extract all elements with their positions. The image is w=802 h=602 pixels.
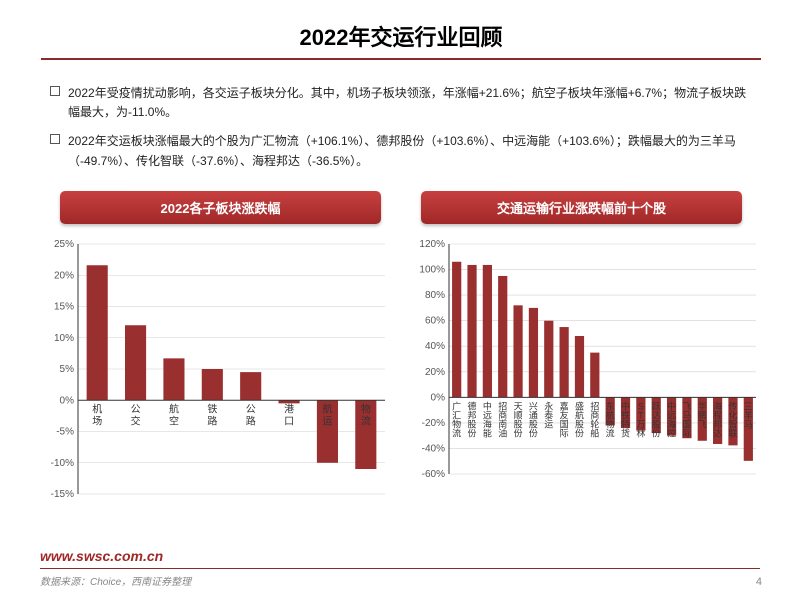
footer-source: 数据来源：Choice，西南证券整理 [40, 573, 760, 588]
svg-text:0%: 0% [431, 392, 446, 403]
chart2-container: -60% -40% -20% 0% 20% 40% 60% 80% 100% 120% 广汇物流德邦… [411, 234, 762, 534]
page-number: 4 [756, 576, 762, 588]
svg-text:华鹏飞: 华鹏飞 [698, 400, 707, 429]
svg-text:120%: 120% [419, 239, 445, 250]
svg-text:传化智联: 传化智联 [728, 400, 737, 438]
svg-text:海程邦达: 海程邦达 [713, 400, 722, 438]
svg-text:机场: 机场 [92, 402, 102, 427]
svg-text:-20%: -20% [422, 418, 445, 429]
svg-text:40%: 40% [425, 341, 445, 352]
svg-text:盛航股份: 盛航股份 [575, 400, 584, 438]
svg-text:永泰运: 永泰运 [544, 400, 553, 429]
chart1-container: -15% -10% -5% 0% 5% 10% 15% 20% 25% 机场 公交 航空 铁路 公路 港口 航… [40, 234, 391, 534]
bullet-text: 2022年交运板块涨幅最大的个股为广汇物流（+106.1%）、德邦股份（+103… [68, 134, 736, 167]
footer-underline [40, 568, 760, 570]
svg-text:飞马国际: 飞马国际 [682, 401, 691, 438]
svg-text:20%: 20% [425, 367, 445, 378]
footer: www.swsc.com.cn 数据来源：Choice，西南证券整理 4 [0, 548, 802, 589]
svg-text:港口: 港口 [284, 403, 294, 427]
svg-text:-10%: -10% [51, 458, 74, 469]
svg-text:兴通股份: 兴通股份 [529, 401, 538, 438]
svg-text:物流: 物流 [361, 402, 371, 427]
bullet-item: 2022年交运板块涨幅最大的个股为广汇物流（+106.1%）、德邦股份（+103… [50, 132, 752, 170]
svg-text:-40%: -40% [422, 443, 445, 454]
svg-text:天顺股份: 天顺股份 [514, 401, 523, 438]
page-title: 2022年交运行业回顾 [0, 20, 802, 52]
svg-text:航运: 航运 [322, 402, 332, 427]
svg-text:德邦股份: 德邦股份 [468, 400, 477, 438]
chart1-svg: -15% -10% -5% 0% 5% 10% 15% 20% 25% 机场 公交 航空 铁路 公路 港口 航… [40, 234, 391, 534]
svg-text:三羊马: 三羊马 [744, 401, 753, 429]
svg-text:60%: 60% [425, 315, 445, 326]
svg-text:25%: 25% [54, 239, 74, 250]
footer-left: www.swsc.com.cn 数据来源：Choice，西南证券整理 [40, 548, 760, 589]
chart2-title-badge: 交通运输行业涨跌幅前十个股 [421, 191, 742, 224]
svg-text:航空: 航空 [169, 402, 179, 427]
svg-text:中远海控: 中远海控 [667, 400, 676, 438]
svg-text:80%: 80% [425, 290, 445, 301]
svg-text:15%: 15% [54, 301, 74, 312]
svg-text:中铁特货: 中铁特货 [621, 400, 630, 438]
svg-text:东航物流: 东航物流 [606, 400, 615, 438]
svg-text:-60%: -60% [422, 469, 445, 480]
bullet-item: 2022年受疫情扰动影响，各交运子板块分化。其中，机场子板块领涨，年涨幅+21.… [50, 84, 752, 122]
svg-text:20%: 20% [54, 270, 74, 281]
svg-text:公路: 公路 [246, 404, 256, 427]
svg-text:10%: 10% [54, 333, 74, 344]
svg-text:招商南油: 招商南油 [498, 400, 507, 438]
square-bullet-icon [50, 86, 60, 96]
svg-text:跃达股份: 跃达股份 [652, 401, 661, 438]
charts-row: -15% -10% -5% 0% 5% 10% 15% 20% 25% 机场 公交 航空 铁路 公路 港口 航… [0, 234, 802, 534]
svg-text:100%: 100% [419, 264, 445, 275]
svg-text:公交: 公交 [131, 404, 141, 427]
svg-text:5%: 5% [60, 364, 75, 375]
svg-text:嘉友国际: 嘉友国际 [560, 400, 569, 438]
svg-text:招商轮船: 招商轮船 [590, 400, 599, 438]
title-bar: 2022年交运行业回顾 [0, 0, 802, 68]
svg-text:铁路: 铁路 [207, 402, 217, 427]
footer-url: www.swsc.com.cn [40, 548, 760, 564]
bullet-text: 2022年受疫情扰动影响，各交运子板块分化。其中，机场子板块领涨，年涨幅+21.… [68, 86, 746, 119]
chart1-title-badge: 2022各子板块涨跌幅 [60, 191, 381, 224]
title-underline [41, 58, 761, 60]
svg-text:-15%: -15% [51, 489, 74, 500]
svg-text:中远海能: 中远海能 [483, 400, 492, 438]
chart-title-row: 2022各子板块涨跌幅 交通运输行业涨跌幅前十个股 [0, 191, 802, 224]
bullet-list: 2022年受疫情扰动影响，各交运子板块分化。其中，机场子板块领涨，年涨幅+21.… [0, 68, 802, 191]
square-bullet-icon [50, 134, 60, 144]
svg-text:广汇物流: 广汇物流 [452, 400, 461, 438]
svg-text:0%: 0% [60, 395, 75, 406]
chart2-svg: -60% -40% -20% 0% 20% 40% 60% 80% 100% 120% 广汇物流德邦… [411, 234, 762, 534]
svg-text:-5%: -5% [56, 426, 74, 437]
